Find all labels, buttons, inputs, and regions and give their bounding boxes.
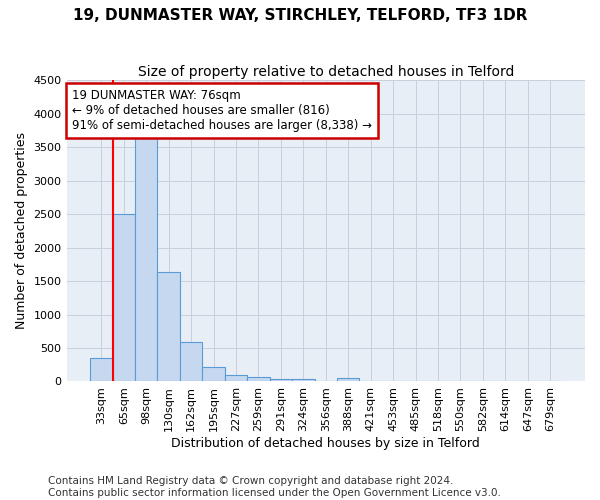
- Bar: [337, 378, 359, 382]
- Text: 19 DUNMASTER WAY: 76sqm
← 9% of detached houses are smaller (816)
91% of semi-de: 19 DUNMASTER WAY: 76sqm ← 9% of detached…: [72, 89, 372, 132]
- Bar: [90, 358, 113, 382]
- Title: Size of property relative to detached houses in Telford: Size of property relative to detached ho…: [137, 65, 514, 79]
- Bar: [292, 379, 314, 382]
- Bar: [225, 375, 247, 382]
- Text: 19, DUNMASTER WAY, STIRCHLEY, TELFORD, TF3 1DR: 19, DUNMASTER WAY, STIRCHLEY, TELFORD, T…: [73, 8, 527, 22]
- Bar: [269, 379, 292, 382]
- Y-axis label: Number of detached properties: Number of detached properties: [15, 132, 28, 330]
- Bar: [157, 272, 180, 382]
- Text: Contains HM Land Registry data © Crown copyright and database right 2024.
Contai: Contains HM Land Registry data © Crown c…: [48, 476, 501, 498]
- X-axis label: Distribution of detached houses by size in Telford: Distribution of detached houses by size …: [172, 437, 480, 450]
- Bar: [135, 130, 157, 382]
- Bar: [247, 378, 269, 382]
- Bar: [202, 366, 225, 382]
- Bar: [180, 342, 202, 382]
- Bar: [113, 214, 135, 382]
